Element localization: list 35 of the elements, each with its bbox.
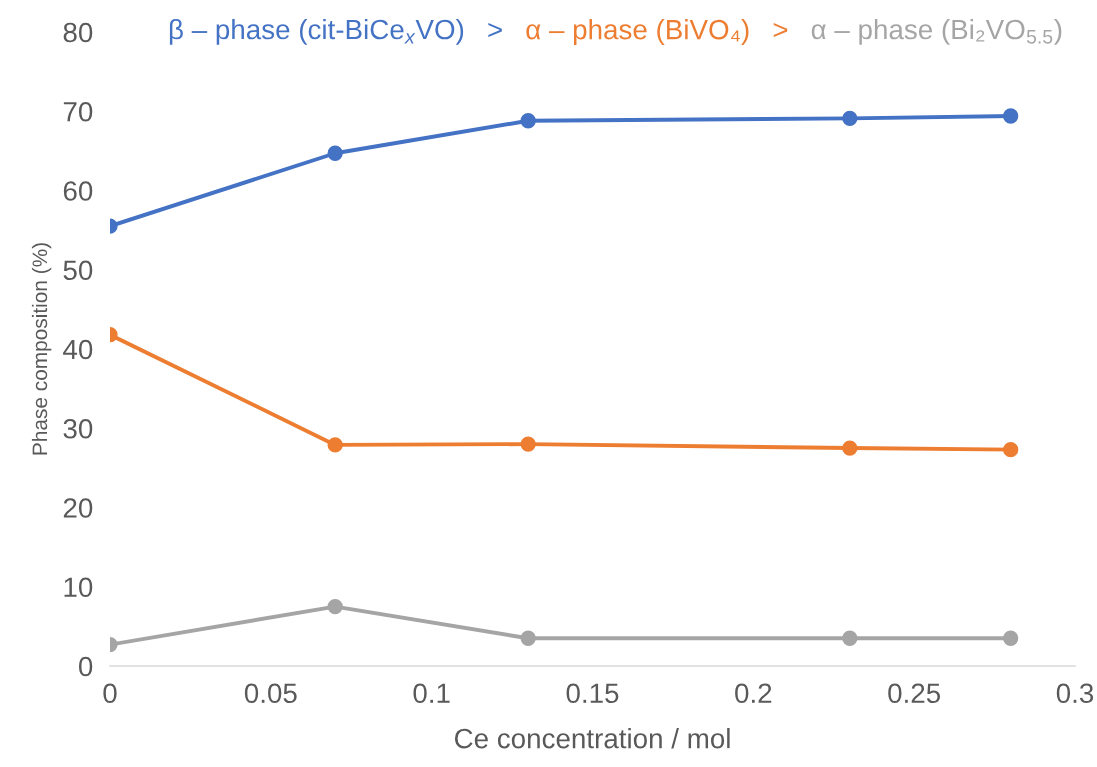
point (842, 440, 858, 456)
x-tick-label: 0.1 (413, 683, 450, 704)
y-axis-title: Phase composition (%) (31, 243, 52, 455)
x-tick-label: 0.2 (735, 683, 772, 704)
x-tick-label: 0.15 (566, 683, 619, 704)
point (520, 436, 536, 452)
point (520, 113, 536, 129)
point (520, 630, 536, 646)
y-tick-label: 70 (63, 101, 93, 122)
text: β – phase (cit-BiCe$_{x}$VO) (169, 18, 464, 45)
y-tick-label: 60 (63, 181, 93, 201)
x-tick-label: 0.05 (244, 683, 297, 704)
point (327, 145, 343, 161)
point (1003, 108, 1019, 124)
text: α – phase (Bi₂VO$_{5.5}$) (811, 18, 1062, 45)
y-tick-label: 40 (63, 339, 93, 360)
y-tick-label: 10 (64, 577, 93, 598)
y-tick-label: 50 (63, 260, 93, 281)
point (1003, 442, 1019, 458)
x-axis-title: Ce concentration / mol (454, 728, 730, 749)
y-tick-label: 80 (63, 22, 93, 43)
y-tick-label: 0 (78, 656, 93, 677)
point (842, 630, 858, 646)
x-tick-label: 0.3 (1056, 683, 1094, 704)
x-tick-label: 0 (103, 683, 117, 704)
text: α – phase (BiVO₄) (526, 19, 749, 45)
x-tick-label: 0.25 (888, 683, 941, 704)
point (1003, 630, 1019, 646)
point (327, 437, 343, 453)
point (327, 598, 343, 615)
point (842, 110, 858, 127)
y-tick-label: 20 (63, 498, 93, 518)
annotation: > (488, 22, 502, 38)
annotation: > (773, 22, 788, 38)
y-tick-label: 30 (63, 418, 93, 439)
